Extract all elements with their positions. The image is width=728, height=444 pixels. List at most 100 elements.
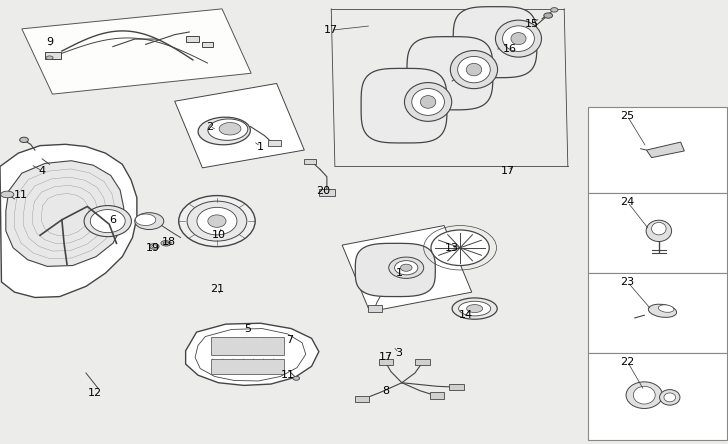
Bar bbox=[430, 392, 444, 399]
Polygon shape bbox=[407, 37, 493, 110]
Bar bbox=[415, 359, 430, 365]
Ellipse shape bbox=[219, 123, 241, 135]
Ellipse shape bbox=[511, 32, 526, 45]
Text: 21: 21 bbox=[210, 284, 224, 293]
Ellipse shape bbox=[660, 390, 680, 405]
Text: 20: 20 bbox=[316, 186, 331, 196]
Ellipse shape bbox=[151, 245, 157, 248]
Text: 25: 25 bbox=[620, 111, 635, 121]
Ellipse shape bbox=[527, 37, 536, 43]
Text: 1: 1 bbox=[395, 268, 403, 278]
Text: 15: 15 bbox=[524, 20, 539, 29]
Ellipse shape bbox=[187, 201, 247, 241]
Text: 2: 2 bbox=[206, 122, 213, 131]
Polygon shape bbox=[454, 7, 537, 78]
Bar bbox=[186, 36, 199, 42]
Ellipse shape bbox=[20, 137, 28, 143]
Text: 17: 17 bbox=[501, 166, 515, 176]
Ellipse shape bbox=[461, 70, 468, 75]
Bar bbox=[211, 359, 284, 374]
Text: 11: 11 bbox=[13, 190, 28, 200]
Text: 12: 12 bbox=[87, 388, 102, 398]
Ellipse shape bbox=[135, 213, 164, 230]
Text: 11: 11 bbox=[280, 370, 295, 380]
Text: 8: 8 bbox=[382, 386, 389, 396]
Text: 6: 6 bbox=[109, 215, 116, 225]
Text: 18: 18 bbox=[162, 237, 176, 247]
Bar bbox=[588, 107, 727, 193]
Polygon shape bbox=[175, 83, 304, 168]
Text: 1: 1 bbox=[257, 142, 264, 151]
Bar bbox=[449, 384, 464, 390]
Bar bbox=[588, 273, 727, 353]
Ellipse shape bbox=[161, 241, 171, 246]
Ellipse shape bbox=[496, 20, 542, 57]
Ellipse shape bbox=[1, 191, 14, 198]
Bar bbox=[379, 359, 393, 365]
Bar bbox=[368, 305, 382, 312]
Text: 5: 5 bbox=[244, 324, 251, 333]
Ellipse shape bbox=[46, 56, 53, 59]
Ellipse shape bbox=[649, 304, 676, 317]
Ellipse shape bbox=[208, 215, 226, 227]
Text: 9: 9 bbox=[46, 37, 53, 47]
Ellipse shape bbox=[84, 206, 131, 237]
Ellipse shape bbox=[466, 63, 482, 76]
Ellipse shape bbox=[400, 264, 412, 271]
Text: 17: 17 bbox=[379, 353, 393, 362]
Text: 16: 16 bbox=[502, 44, 517, 54]
Ellipse shape bbox=[507, 38, 514, 43]
Polygon shape bbox=[355, 243, 435, 297]
Text: 23: 23 bbox=[620, 277, 635, 287]
Ellipse shape bbox=[467, 305, 483, 313]
Ellipse shape bbox=[135, 214, 156, 226]
Ellipse shape bbox=[178, 195, 255, 247]
Ellipse shape bbox=[451, 51, 497, 89]
Ellipse shape bbox=[633, 386, 655, 404]
Ellipse shape bbox=[550, 8, 558, 12]
Bar bbox=[588, 193, 727, 273]
Ellipse shape bbox=[420, 95, 436, 108]
Ellipse shape bbox=[412, 88, 444, 115]
Text: 3: 3 bbox=[395, 348, 403, 358]
Ellipse shape bbox=[652, 222, 666, 235]
Ellipse shape bbox=[544, 13, 553, 18]
Text: 17: 17 bbox=[324, 25, 339, 35]
Bar bbox=[355, 396, 369, 402]
Text: 19: 19 bbox=[146, 243, 160, 253]
Text: 24: 24 bbox=[620, 197, 635, 207]
Ellipse shape bbox=[90, 210, 125, 233]
Text: 14: 14 bbox=[459, 310, 473, 320]
Bar bbox=[202, 42, 213, 47]
Ellipse shape bbox=[658, 305, 674, 312]
Ellipse shape bbox=[197, 207, 237, 235]
Bar bbox=[588, 353, 727, 440]
Polygon shape bbox=[361, 68, 447, 143]
Ellipse shape bbox=[452, 298, 497, 319]
Ellipse shape bbox=[626, 382, 662, 408]
Ellipse shape bbox=[646, 220, 671, 242]
Ellipse shape bbox=[664, 393, 676, 402]
Polygon shape bbox=[6, 161, 124, 266]
Polygon shape bbox=[186, 323, 319, 385]
Bar bbox=[45, 52, 61, 59]
Polygon shape bbox=[646, 142, 684, 158]
Ellipse shape bbox=[150, 244, 159, 250]
Text: 7: 7 bbox=[286, 335, 293, 345]
Polygon shape bbox=[342, 226, 472, 312]
Text: 10: 10 bbox=[211, 230, 226, 240]
Ellipse shape bbox=[458, 56, 490, 83]
Ellipse shape bbox=[502, 26, 534, 52]
Text: 22: 22 bbox=[620, 357, 635, 367]
Ellipse shape bbox=[198, 117, 250, 145]
Ellipse shape bbox=[389, 257, 424, 278]
Ellipse shape bbox=[293, 377, 300, 380]
Ellipse shape bbox=[459, 301, 491, 316]
Circle shape bbox=[431, 230, 489, 266]
Ellipse shape bbox=[208, 119, 248, 140]
Bar bbox=[304, 159, 316, 164]
Bar bbox=[268, 140, 281, 146]
Polygon shape bbox=[0, 144, 137, 297]
Bar bbox=[211, 337, 284, 355]
Text: 4: 4 bbox=[39, 166, 46, 176]
